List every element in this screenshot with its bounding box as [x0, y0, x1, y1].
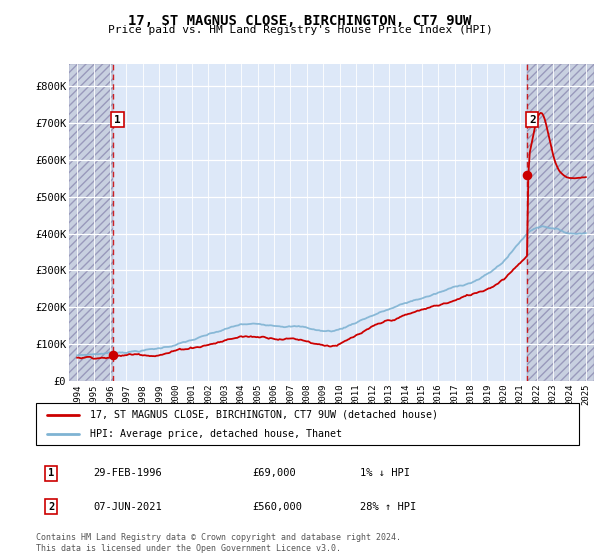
- Text: 1: 1: [48, 468, 54, 478]
- Text: 29-FEB-1996: 29-FEB-1996: [93, 468, 162, 478]
- Bar: [527, 64, 594, 381]
- Text: 07-JUN-2021: 07-JUN-2021: [93, 502, 162, 512]
- Point: [108, 351, 118, 360]
- Text: Contains HM Land Registry data © Crown copyright and database right 2024.
This d: Contains HM Land Registry data © Crown c…: [36, 533, 401, 553]
- Text: Price paid vs. HM Land Registry's House Price Index (HPI): Price paid vs. HM Land Registry's House …: [107, 25, 493, 35]
- Text: 17, ST MAGNUS CLOSE, BIRCHINGTON, CT7 9UW: 17, ST MAGNUS CLOSE, BIRCHINGTON, CT7 9U…: [128, 14, 472, 28]
- Text: £69,000: £69,000: [252, 468, 296, 478]
- Text: 2: 2: [48, 502, 54, 512]
- Point: [523, 170, 532, 179]
- Bar: [69, 64, 113, 381]
- Bar: [69, 64, 113, 381]
- Text: HPI: Average price, detached house, Thanet: HPI: Average price, detached house, Than…: [91, 429, 342, 439]
- Text: 17, ST MAGNUS CLOSE, BIRCHINGTON, CT7 9UW (detached house): 17, ST MAGNUS CLOSE, BIRCHINGTON, CT7 9U…: [91, 409, 438, 419]
- Text: 1% ↓ HPI: 1% ↓ HPI: [360, 468, 410, 478]
- Text: 1: 1: [114, 115, 121, 124]
- Text: £560,000: £560,000: [252, 502, 302, 512]
- Bar: [527, 64, 594, 381]
- Text: 28% ↑ HPI: 28% ↑ HPI: [360, 502, 416, 512]
- Text: 2: 2: [529, 115, 536, 124]
